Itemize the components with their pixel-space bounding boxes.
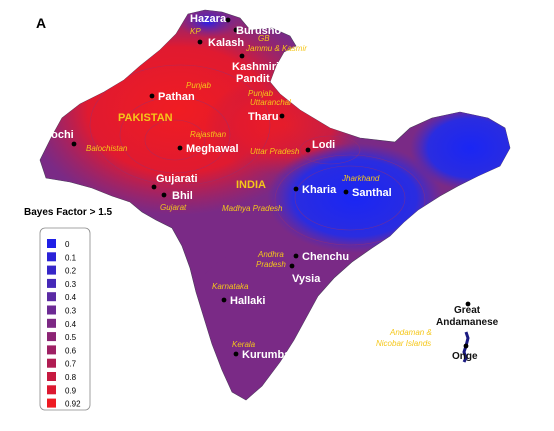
pop-label-santhal: Santhal: [352, 187, 392, 199]
pop-label-hazara: Hazara: [190, 13, 227, 25]
region-label-gb: GB: [258, 34, 270, 43]
dot-gujarati: [151, 184, 157, 190]
legend-label: 0: [65, 240, 70, 249]
country-label-pakistan: PAKISTAN: [118, 112, 173, 124]
legend-swatch: [47, 398, 56, 408]
pop-label-vysia: Vysia: [292, 273, 321, 285]
country-label-india: INDIA: [236, 179, 266, 191]
legend-swatch: [47, 278, 56, 288]
dot-tharu: [279, 113, 285, 119]
region-label-balochistan: Balochistan: [86, 144, 128, 153]
pop-label-bhil: Bhil: [172, 190, 193, 202]
region-label-kp: KP: [190, 27, 201, 36]
dot-great-andamanese: [465, 301, 471, 307]
dot-burusho: [233, 27, 239, 33]
pop-label-kalash: Kalash: [208, 37, 244, 49]
legend-swatch: [47, 372, 56, 381]
legend-label: 0.7: [65, 360, 77, 369]
region-label-andhra: Andhra: [257, 250, 284, 259]
legend-items: 0 0.1 0.2 0.3 0.4 0.3 0.4 0.5 0.6 0.7 0.8 0.9 0.92: [47, 239, 81, 409]
legend-swatch: [47, 385, 56, 395]
region-label-uttaranchal: Uttaranchal: [250, 98, 291, 107]
population-dots: [71, 17, 471, 357]
dot-bhil: [161, 192, 167, 198]
heat-blue-north: [178, 10, 238, 38]
region-label-punjab-in: Punjab: [248, 89, 273, 98]
dot-meghawal: [177, 145, 183, 151]
pop-label-great-2: Andamanese: [436, 317, 499, 328]
dot-baloch: [71, 141, 77, 147]
legend-label: 0.1: [65, 253, 77, 262]
pop-label-tharu: Tharu: [248, 111, 279, 123]
andaman-island-shape: [462, 331, 470, 363]
region-label-uttar-pradesh: Uttar Pradesh: [250, 147, 300, 156]
dot-onge: [463, 343, 469, 349]
legend-label: 0.4: [65, 293, 77, 302]
dot-kurumba: [233, 351, 239, 357]
legend-label: 0.6: [65, 346, 77, 355]
legend-label: 0.2: [65, 267, 77, 276]
pop-label-meghawal: Meghawal: [186, 143, 239, 155]
legend-swatch: [47, 265, 56, 275]
legend-label: 0.8: [65, 373, 77, 382]
pop-label-onge: Onge: [452, 351, 478, 362]
region-label-rajasthan: Rajasthan: [190, 130, 227, 139]
pop-label-kurumba: Kurumba: [242, 349, 291, 361]
legend-swatch: [47, 358, 56, 368]
contour-lines: [89, 64, 426, 246]
region-label-andaman-1: Andaman &: [389, 328, 432, 337]
legend-label: 0.5: [65, 333, 77, 342]
pop-label-kashmiri-2: Pandit: [236, 73, 270, 85]
legend-label: 0.9: [65, 386, 77, 395]
region-label-kerala: Kerala: [232, 340, 256, 349]
threshold-label: Bayes Factor > 1.5: [24, 207, 113, 218]
pop-label-baloch: Balochi: [34, 129, 74, 141]
dot-vysia: [289, 263, 295, 269]
pop-label-lodi: Lodi: [312, 139, 335, 151]
pop-label-great-1: Great: [454, 305, 481, 316]
legend-label: 0.92: [65, 400, 81, 409]
region-label-pradesh: Pradesh: [256, 260, 286, 269]
pop-label-gujarati: Gujarati: [156, 173, 198, 185]
legend-swatch: [47, 239, 56, 248]
legend-swatch: [47, 292, 56, 302]
heat-blue-east: [267, 143, 443, 253]
legend: 0 0.1 0.2 0.3 0.4 0.3 0.4 0.5 0.6 0.7 0.8 0.9 0.92: [39, 227, 91, 411]
legend-swatch: [47, 345, 56, 355]
region-label-gujarat: Gujarat: [160, 203, 187, 212]
dot-hazara: [225, 17, 231, 23]
legend-label: 0.3: [65, 280, 77, 289]
pop-label-hallaki: Hallaki: [230, 295, 265, 307]
legend-label: 0.3: [65, 307, 77, 316]
dot-kalash: [197, 39, 203, 45]
region-label-jammu-kashmir: Jammu & Kasmir: [245, 44, 307, 53]
legend-swatch: [47, 305, 56, 315]
legend-swatch: [47, 252, 56, 262]
dot-hallaki: [221, 297, 227, 303]
dot-kashmiri: [239, 53, 245, 59]
pop-label-burusho: Burusho: [236, 25, 282, 37]
legend-swatch: [47, 318, 56, 328]
pop-label-kashmiri-1: Kashmiri: [232, 61, 279, 73]
panel-label: A: [36, 15, 46, 31]
andaman-islands: [462, 331, 470, 363]
pop-label-kharia: Kharia: [302, 184, 337, 196]
legend-swatch: [47, 332, 56, 342]
region-label-karnataka: Karnataka: [212, 282, 249, 291]
dot-santhal: [343, 189, 349, 195]
dot-pathan: [149, 93, 155, 99]
region-label-madhya-pradesh: Madhya Pradesh: [222, 204, 283, 213]
legend-label: 0.4: [65, 320, 77, 329]
region-label-jharkhand: Jharkhand: [341, 174, 380, 183]
region-label-andaman-2: Nicobar Islands: [376, 339, 431, 348]
heat-blue-ne: [410, 106, 510, 190]
pop-label-chenchu: Chenchu: [302, 251, 349, 263]
dot-chenchu: [293, 253, 299, 259]
dot-lodi: [305, 147, 311, 153]
dot-kharia: [293, 186, 299, 192]
pop-label-pathan: Pathan: [158, 91, 195, 103]
region-label-punjab-pk: Punjab: [186, 81, 211, 90]
